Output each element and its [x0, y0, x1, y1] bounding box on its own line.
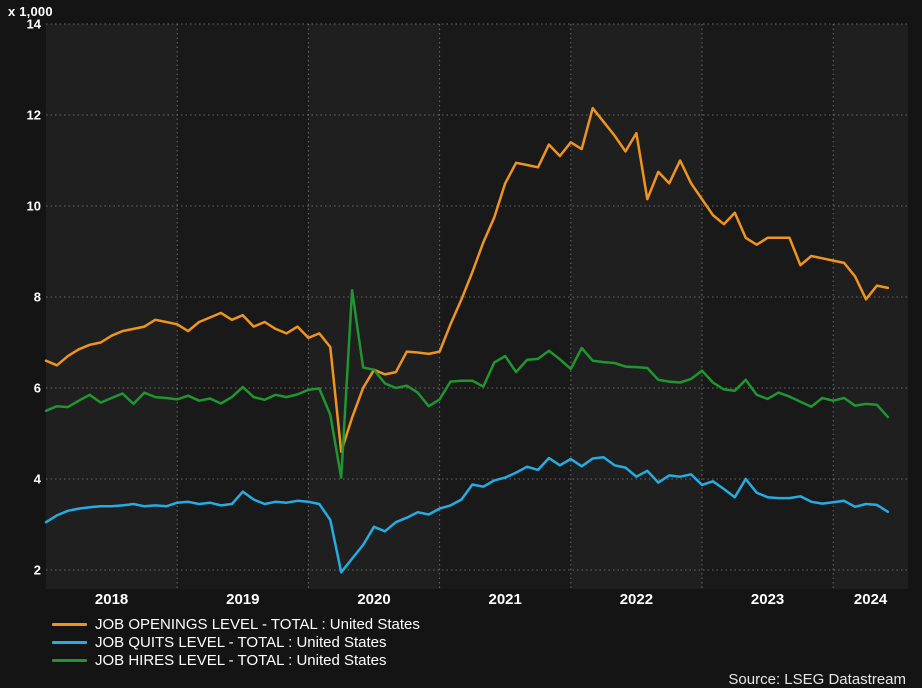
x-axis-year-label: 2019 — [226, 591, 259, 608]
x-axis-year-label: 2020 — [357, 591, 390, 608]
y-axis-tick-label: 8 — [34, 290, 41, 305]
y-axis-tick-label: 12 — [27, 108, 41, 123]
line-chart: 2018 2019 2020 2021 2022 2023 2024 2 4 6 8 10 12 14 — [27, 17, 908, 608]
legend-item-hires: JOB HIRES LEVEL - TOTAL : United States — [52, 652, 420, 669]
legend-label-quits: JOB QUITS LEVEL - TOTAL : United States — [95, 633, 387, 651]
legend: JOB OPENINGS LEVEL - TOTAL : United Stat… — [52, 616, 420, 670]
legend-item-quits: JOB QUITS LEVEL - TOTAL : United States — [52, 634, 420, 651]
openings-line-swatch — [52, 623, 87, 626]
y-axis-tick-label: 14 — [27, 17, 42, 32]
hires-line-swatch — [52, 659, 87, 662]
series-line — [44, 106, 890, 453]
series-line — [44, 288, 890, 479]
y-axis-tick-label: 4 — [34, 472, 42, 487]
x-axis-year-label: 2022 — [620, 591, 653, 608]
legend-item-openings: JOB OPENINGS LEVEL - TOTAL : United Stat… — [52, 616, 420, 633]
legend-label-openings: JOB OPENINGS LEVEL - TOTAL : United Stat… — [95, 615, 420, 633]
x-axis-year-label: 2024 — [854, 591, 888, 608]
x-axis-year-label: 2021 — [489, 591, 522, 608]
x-axis-year-label: 2018 — [95, 591, 128, 608]
quits-line-swatch — [52, 641, 87, 644]
y-axis-tick-label: 10 — [27, 199, 41, 214]
series-line — [44, 455, 890, 574]
x-axis-year-label: 2023 — [751, 591, 784, 608]
y-axis-scale-label: x 1,000 — [8, 4, 53, 19]
legend-label-hires: JOB HIRES LEVEL - TOTAL : United States — [95, 651, 387, 669]
y-axis-tick-label: 2 — [34, 563, 41, 578]
y-axis-tick-label: 6 — [34, 381, 41, 396]
source-attribution: Source: LSEG Datastream — [728, 671, 906, 688]
